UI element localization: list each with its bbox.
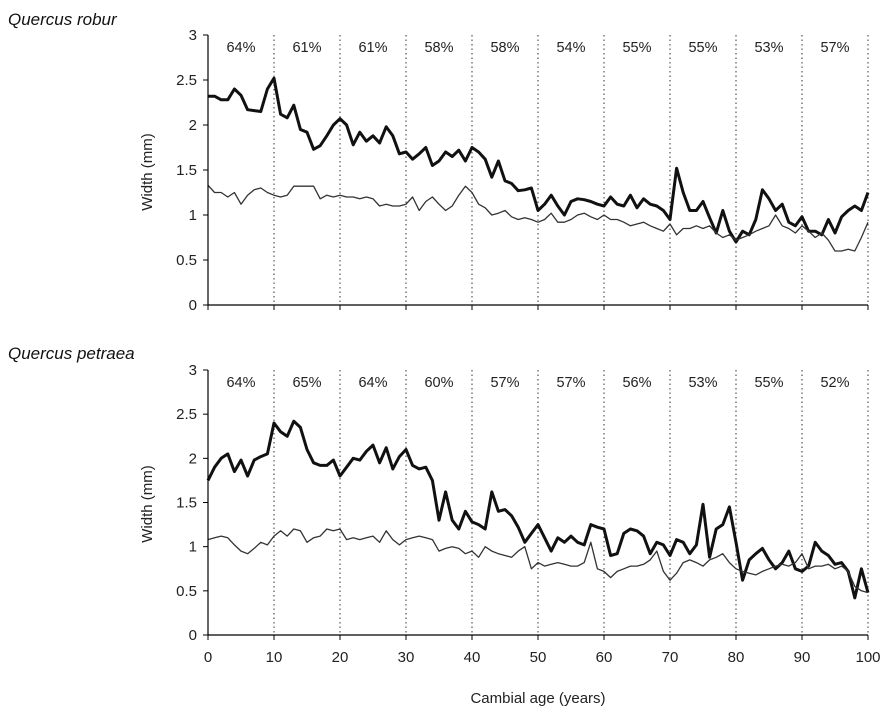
decade-percentage-label: 60%: [424, 375, 453, 391]
panel-quercus-robur: Quercus robur Width (mm) 64% 61% 61% 58% 58%…: [8, 10, 870, 314]
series-lines: [206, 419, 870, 600]
series-line-thin: [207, 528, 869, 594]
x-tick-label: 40: [464, 649, 481, 666]
axes: 0 0.5 1 1.5 2 2.5 3: [176, 27, 869, 314]
y-tick-label: 0.5: [176, 583, 197, 600]
series-line-thick: [208, 76, 870, 244]
decade-percentage-label: 52%: [820, 375, 849, 391]
series-line-thin: [207, 184, 869, 252]
y-tick-label: 0.5: [176, 252, 197, 269]
y-tick-label: 1: [189, 539, 197, 556]
decade-percentage-label: 61%: [358, 40, 387, 56]
decade-gridlines: [273, 35, 869, 305]
series-line-thick: [206, 419, 870, 600]
decade-percentage-label: 57%: [820, 40, 849, 56]
y-tick-label: 1.5: [176, 162, 197, 179]
x-tick-label: 20: [332, 649, 349, 666]
x-tick-label: 0: [204, 649, 212, 666]
decade-percentage-label: 53%: [688, 375, 717, 391]
y-tick-label: 3: [189, 362, 197, 379]
decade-percentage-label: 57%: [490, 375, 519, 391]
decade-percentage-label: 57%: [556, 375, 585, 391]
x-tick-label: 30: [398, 649, 415, 666]
decade-percentage-label: 55%: [622, 40, 651, 56]
decade-percentage-label: 65%: [292, 375, 321, 391]
decade-percentage-label: 55%: [754, 375, 783, 391]
y-tick-label: 3: [189, 27, 197, 44]
decade-percentage-label: 64%: [226, 375, 255, 391]
decade-percentages: 64% 61% 61% 58% 58% 54% 55% 55% 53% 57%: [226, 40, 849, 56]
panel-title: Quercus petraea: [8, 344, 135, 363]
y-tick-label: 1.5: [176, 495, 197, 512]
x-tick-label: 10: [266, 649, 283, 666]
panel-title: Quercus robur: [8, 10, 118, 29]
series-lines: [207, 76, 870, 252]
decade-percentage-label: 55%: [688, 40, 717, 56]
x-tick-label: 70: [662, 649, 679, 666]
decade-percentages: 64% 65% 64% 60% 57% 57% 56% 53% 55% 52%: [226, 375, 849, 391]
decade-percentage-label: 53%: [754, 40, 783, 56]
decade-percentage-label: 56%: [622, 375, 651, 391]
decade-gridlines: [273, 370, 869, 635]
x-axis-label: Cambial age (years): [470, 690, 605, 707]
x-tick-label: 50: [530, 649, 547, 666]
y-tick-label: 0: [189, 297, 197, 314]
y-tick-label: 0: [189, 627, 197, 644]
x-tick-label: 80: [728, 649, 745, 666]
x-tick-label: 60: [596, 649, 613, 666]
y-tick-label: 1: [189, 207, 197, 224]
axes: 0 0.5 1 1.5 2 2.5 3: [176, 362, 869, 644]
decade-percentage-label: 54%: [556, 40, 585, 56]
decade-percentage-label: 64%: [226, 40, 255, 56]
decade-percentage-label: 58%: [424, 40, 453, 56]
y-tick-label: 2: [189, 450, 197, 467]
y-tick-label: 2.5: [176, 72, 197, 89]
x-tick-label: 100: [855, 649, 880, 666]
x-tick-labels: 0 10 20 30 40 50 60 70 80 90 100: [204, 649, 881, 666]
y-tick-label: 2.5: [176, 406, 197, 423]
panel-quercus-petraea: Quercus petraea Width (mm) 64% 65% 64% 60% 5…: [8, 344, 870, 644]
x-tick-label: 90: [794, 649, 811, 666]
y-tick-label: 2: [189, 117, 197, 134]
y-axis-label: Width (mm): [139, 133, 156, 211]
y-axis-label: Width (mm): [139, 465, 156, 543]
decade-percentage-label: 61%: [292, 40, 321, 56]
decade-percentage-label: 64%: [358, 375, 387, 391]
decade-percentage-label: 58%: [490, 40, 519, 56]
